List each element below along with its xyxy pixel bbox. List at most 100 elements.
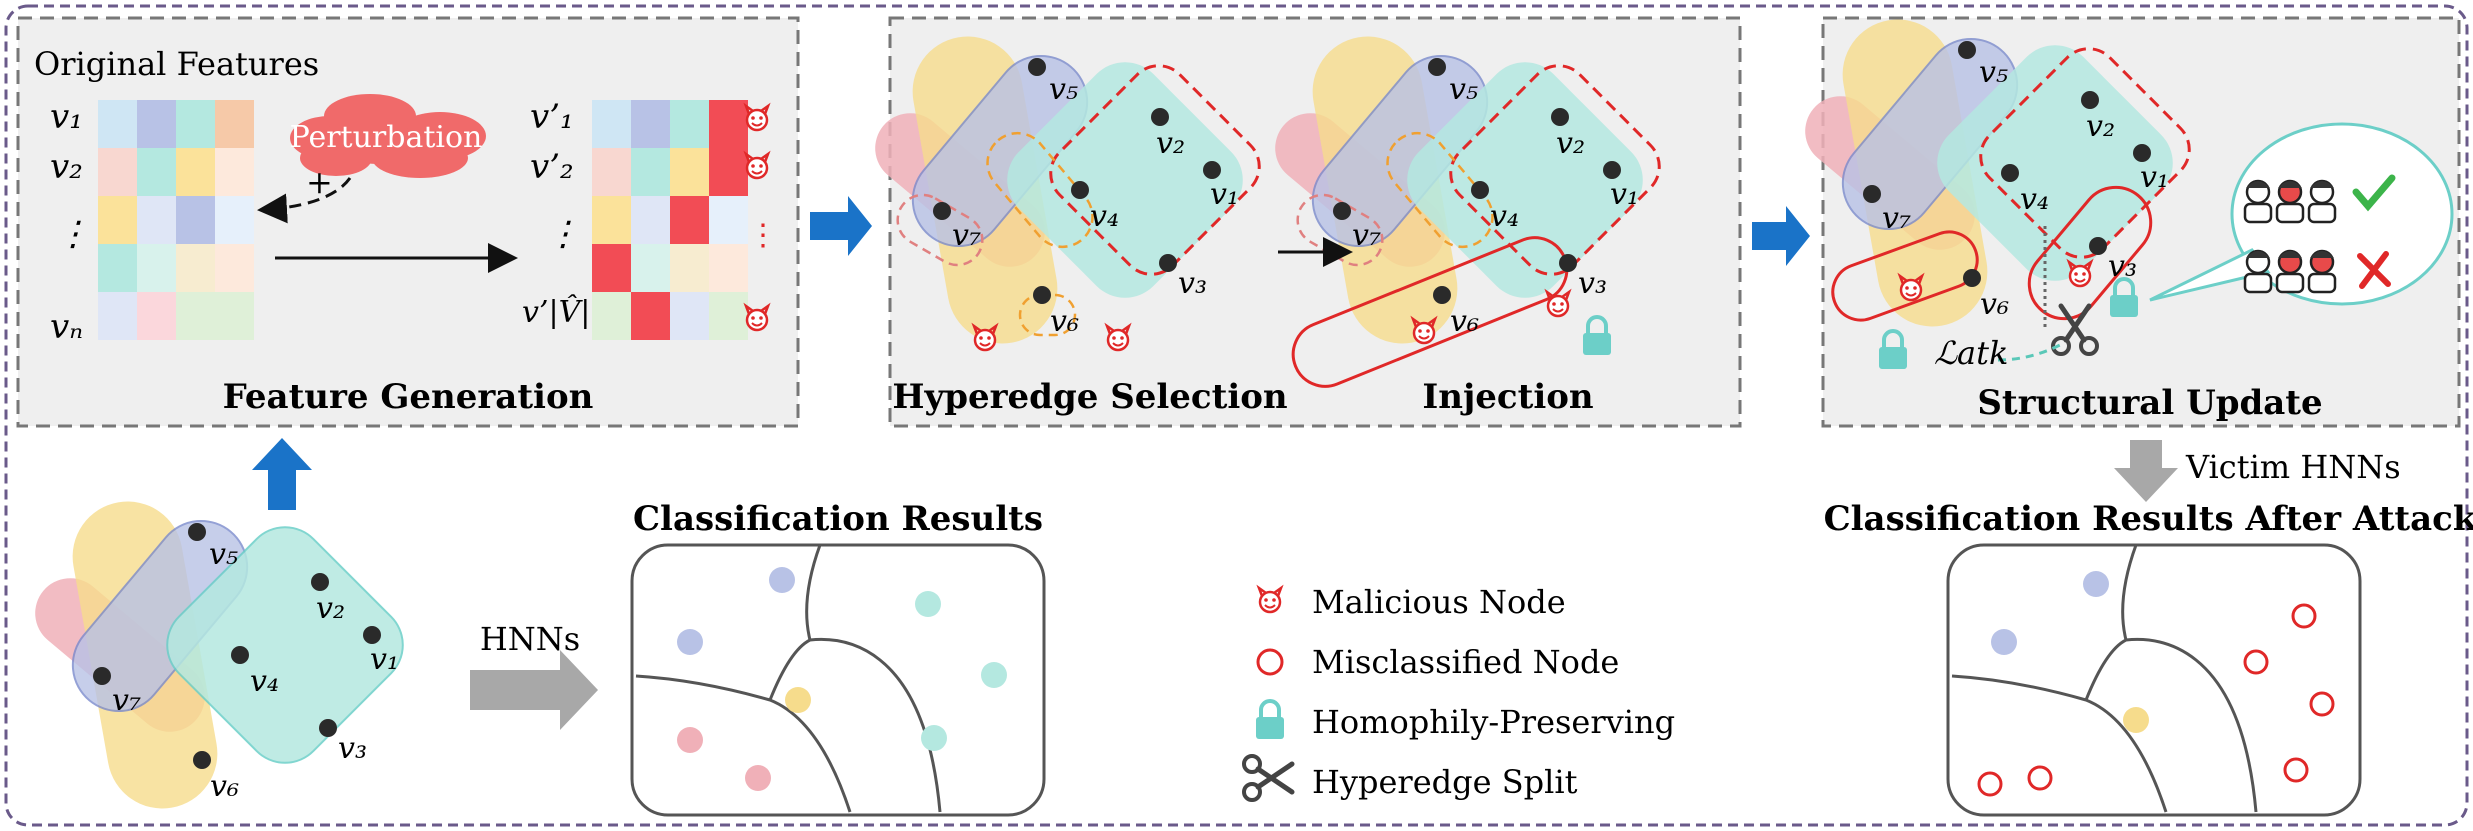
matrix-cell (709, 244, 748, 292)
misclassified-point (2309, 691, 2335, 717)
panel-caption: Feature Generation (223, 377, 594, 417)
classification-results-after: Classification Results After Attack (1824, 499, 2473, 817)
malicious-node-icon (744, 304, 770, 332)
misclassified-point (2027, 765, 2053, 791)
node-label: v₃ (2108, 249, 2137, 284)
lock-icon (1254, 699, 1286, 741)
hnns-label: HNNs (480, 620, 580, 658)
matrix-cell (98, 292, 137, 340)
node-label: v₆ (1050, 304, 1079, 339)
node-label: v₃ (1178, 266, 1207, 301)
matrix-cell (137, 100, 176, 148)
results-title: Classification Results (633, 499, 1043, 539)
feature-generation-panel: Original Features v₁ v₂ ⋮ vₙ Perturbatio… (16, 16, 800, 428)
legend: Malicious Node Misclassified Node Homoph… (1244, 583, 1675, 801)
node-label: v₄ (1090, 199, 1119, 234)
matrix-cell (215, 244, 254, 292)
generated-feature-matrix (592, 100, 748, 340)
malicious-node-icon (2067, 260, 2093, 288)
result-point (785, 687, 811, 713)
node-v2 (1551, 108, 1569, 126)
node-label: v₂ (2086, 109, 2115, 144)
matrix-cell (137, 244, 176, 292)
result-point (677, 629, 703, 655)
node-label: v₇ (952, 218, 981, 253)
person-body (2243, 272, 2273, 294)
node-label: v₃ (1578, 266, 1607, 301)
matrix-cell (670, 244, 709, 292)
node-v4 (2001, 164, 2019, 182)
node-v2 (1151, 108, 1169, 126)
row-label: v’|V̂| (522, 295, 590, 330)
misclassified-point (2243, 649, 2269, 675)
node-label: v₁ (1610, 177, 1639, 212)
person-hair (2278, 251, 2302, 258)
person-hair (2310, 181, 2334, 188)
hypergraph-selection (875, 36, 1261, 344)
matrix-cell (98, 244, 137, 292)
node-label: v₆ (1450, 304, 1479, 339)
check-icon (2352, 174, 2396, 212)
matrix-cell (670, 292, 709, 340)
node-v3 (319, 719, 337, 737)
matrix-cell (592, 292, 631, 340)
matrix-cell (592, 100, 631, 148)
node-v2 (311, 573, 329, 591)
right-row-labels: v’₁ v’₂ ⋮ v’|V̂| (522, 97, 590, 330)
matrix-cell (176, 100, 215, 148)
matrix-cell (215, 292, 254, 340)
row-label: v’₁ (530, 97, 574, 137)
panel-caption: Structural Update (1977, 383, 2322, 423)
panel-caption: Injection (1422, 377, 1593, 417)
person-body (2275, 272, 2305, 294)
legend-label: Homophily-Preserving (1312, 703, 1675, 741)
matrix-cell (709, 148, 748, 196)
plus-sign: + (306, 163, 333, 201)
matrix-cell (176, 244, 215, 292)
row-label: vₙ (50, 307, 83, 347)
node-label: v₂ (1156, 126, 1185, 161)
matrix-cell (176, 148, 215, 196)
malicious-node-icon (1105, 324, 1131, 352)
hyperedge-selection-panel: Hyperedge Selection Injection (875, 16, 1742, 428)
node-v6 (1033, 286, 1051, 304)
result-point (981, 662, 1007, 688)
node-label: v₂ (1556, 126, 1585, 161)
structural-update-panel: ℒatk Structural Update (1805, 16, 2461, 428)
matrix-cell (631, 100, 670, 148)
person-hair (2246, 181, 2270, 188)
person-hair (2278, 181, 2302, 188)
node-label: v₄ (2020, 182, 2049, 217)
perturbation-cloud: Perturbation (290, 94, 486, 178)
result-points-after (1977, 571, 2335, 797)
person-body (2275, 202, 2305, 224)
nodes-layer: v₅ v₂ v₁ v₇ v₄ v₃ v₆ v₅ v₂ v₁ v₇ v₄ v₃ v₆ v₅ v₂ v₁ v₇ v₄ v₃… (93, 41, 2169, 804)
result-point (677, 727, 703, 753)
loss-label: ℒatk (1934, 334, 2008, 372)
node-v1 (1603, 161, 1621, 179)
victim-label: Victim HNNs (2185, 448, 2401, 486)
node-v4 (231, 646, 249, 664)
node-v3 (2089, 237, 2107, 255)
node-v6 (1963, 269, 1981, 287)
matrix-cell (670, 196, 709, 244)
matrix-cell (215, 100, 254, 148)
matrix-cell (592, 196, 631, 244)
person-body (2243, 202, 2273, 224)
node-label: v₄ (1490, 199, 1519, 234)
panel-caption: Hyperedge Selection (892, 377, 1287, 417)
node-label: v₅ (1049, 72, 1078, 107)
row-label: v₂ (50, 147, 83, 187)
matrix-cell (592, 148, 631, 196)
matrix-cell (215, 196, 254, 244)
node-label: v₇ (112, 683, 141, 718)
matrix-cell (137, 148, 176, 196)
original-features-heading: Original Features (34, 45, 319, 83)
node-label: v₁ (2140, 160, 2169, 195)
node-v1 (2133, 144, 2151, 162)
node-v5 (188, 523, 206, 541)
node-v7 (1863, 185, 1881, 203)
misclassified-point (2291, 603, 2317, 629)
